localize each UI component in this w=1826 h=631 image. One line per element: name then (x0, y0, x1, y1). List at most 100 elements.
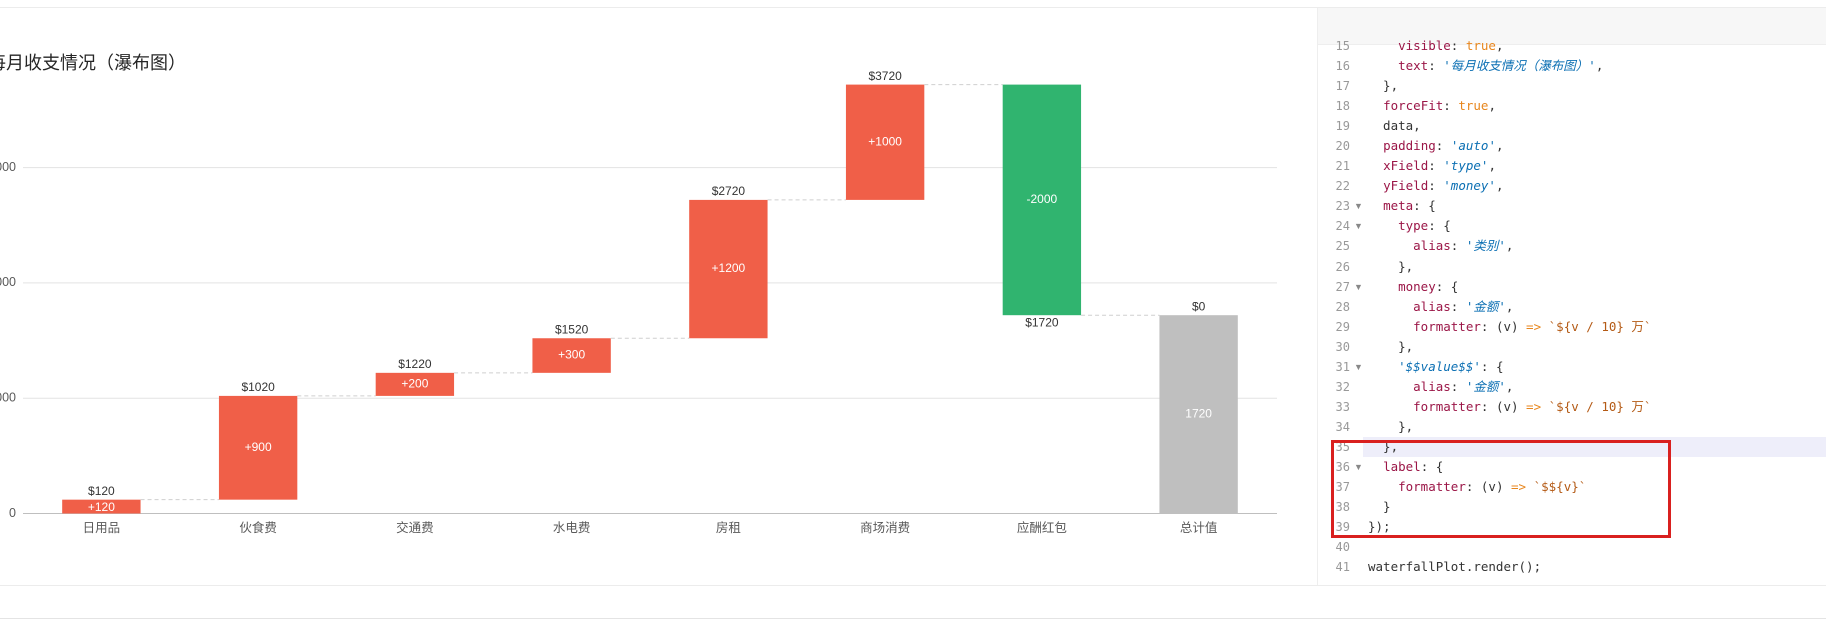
x-tick-label: 商场消费 (860, 520, 910, 535)
footer-rule (0, 618, 1826, 619)
line-number: 23 (1335, 199, 1350, 214)
value-label: +1000 (868, 134, 902, 148)
code-line: alias: '金额', (1413, 298, 1514, 314)
code-line: yField: 'money', (1383, 178, 1504, 194)
code-line: visible: true, (1398, 37, 1504, 53)
code-line: meta: { (1383, 198, 1436, 214)
code-line: } (1368, 499, 1391, 515)
total-label: $1520 (555, 322, 589, 336)
chart: 每月收支情况（瀑布图） 0 1000 2000 3000 日用品 +120 $120 伙食费 +… (0, 53, 1277, 535)
fold-marker: ▼ (1354, 281, 1363, 292)
line-number: 30 (1335, 339, 1350, 354)
value-label: +120 (88, 500, 115, 514)
code-line: alias: '类别', (1413, 238, 1514, 254)
fold-marker: ▼ (1354, 201, 1363, 212)
bar (689, 199, 768, 339)
line-number: 18 (1335, 99, 1350, 114)
x-tick-label: 日用品 (83, 521, 121, 535)
line-number: 24 (1335, 219, 1350, 234)
bar (375, 372, 455, 396)
line-number: 27 (1335, 279, 1350, 294)
code-line: }, (1368, 338, 1414, 354)
line-number: 36 (1335, 460, 1350, 475)
line-number: 41 (1335, 560, 1350, 575)
fold-marker: ▼ (1354, 361, 1363, 372)
line-number: 28 (1335, 299, 1350, 314)
x-tick-label: 房租 (716, 520, 741, 535)
code-line: }, (1368, 418, 1414, 434)
line-number: 26 (1335, 259, 1350, 274)
line-number: 22 (1335, 179, 1350, 194)
code-line: text: '每月收支情况（瀑布图）', (1398, 58, 1604, 74)
code-line: alias: '金额', (1413, 378, 1514, 394)
fold-marker: ▼ (1354, 221, 1363, 232)
bar (62, 499, 141, 514)
line-number: 15 (1335, 38, 1350, 53)
line-number: 17 (1335, 79, 1350, 94)
chart-title: 每月收支情况（瀑布图） (0, 53, 186, 73)
value-label: +1200 (712, 261, 746, 275)
code-line: }, (1368, 258, 1414, 274)
total-label: $1720 (1025, 315, 1059, 329)
line-number: 39 (1335, 520, 1350, 535)
code-line: formatter: (v) => `${v / 10} 万` (1413, 318, 1652, 334)
bar (532, 338, 611, 373)
value-label: +300 (558, 348, 585, 362)
line-number: 37 (1335, 480, 1350, 495)
line-number: 40 (1335, 540, 1350, 555)
line-number: 20 (1335, 139, 1350, 154)
highlight-box (1331, 440, 1671, 538)
total-label: $0 (1192, 299, 1206, 313)
value-label: 1720 (1185, 407, 1212, 421)
value-label: -2000 (1027, 192, 1058, 206)
fold-marker: ▼ (1354, 462, 1363, 473)
y-tick-label: 1000 (0, 391, 16, 405)
line-number: 19 (1335, 119, 1350, 134)
x-tick-label: 总计值 (1180, 520, 1218, 535)
y-tick-label: 3000 (0, 160, 16, 174)
line-number: 38 (1335, 500, 1350, 515)
bar (218, 395, 298, 500)
line-number: 16 (1335, 59, 1350, 74)
code-line: formatter: (v) => `$${v}` (1398, 479, 1587, 495)
line-number: 21 (1335, 159, 1350, 174)
total-label: $1220 (398, 357, 432, 371)
code-line: waterfallPlot.render(); (1368, 559, 1542, 575)
line-number: 33 (1335, 399, 1350, 414)
bottom-rule (0, 585, 1826, 586)
code-line: formatter: (v) => `${v / 10} 万` (1413, 398, 1652, 414)
total-label: $1020 (241, 380, 275, 394)
editor-header (1318, 8, 1826, 45)
bar (1002, 84, 1082, 316)
code-line: xField: 'type', (1383, 158, 1496, 174)
code-line: }, (1368, 78, 1399, 94)
x-tick-label: 水电费 (553, 521, 591, 535)
line-number: 25 (1335, 239, 1350, 254)
bar (845, 84, 925, 200)
code-line: type: { (1398, 218, 1451, 234)
x-tick-label: 应酬红包 (1017, 520, 1067, 535)
code-line: '$$value$$': { (1398, 358, 1504, 374)
code-line: label: { (1383, 459, 1444, 475)
code-line: data, (1368, 118, 1421, 134)
total-label: $3720 (868, 69, 902, 83)
top-rule (0, 7, 1826, 8)
total-label: $2720 (712, 184, 746, 198)
line-number: 34 (1335, 419, 1350, 434)
line-number: 35 (1335, 439, 1350, 454)
total-label: $120 (88, 484, 115, 498)
code-editor: 15 visible: true, 16 text: '每月收支情况（瀑布图）',… (1317, 8, 1826, 585)
x-tick-label: 伙食费 (239, 520, 277, 535)
bar (1159, 315, 1238, 514)
code-line: padding: 'auto', (1383, 138, 1504, 154)
line-number: 31 (1335, 359, 1350, 374)
line-number: 29 (1335, 319, 1350, 334)
value-label: +200 (401, 377, 428, 391)
code-line: }); (1368, 519, 1391, 535)
y-tick-label: 2000 (0, 275, 16, 289)
value-label: +900 (245, 440, 272, 454)
code-line: forceFit: true, (1383, 98, 1496, 114)
y-tick-label: 0 (9, 506, 16, 520)
line-number: 32 (1335, 379, 1350, 394)
